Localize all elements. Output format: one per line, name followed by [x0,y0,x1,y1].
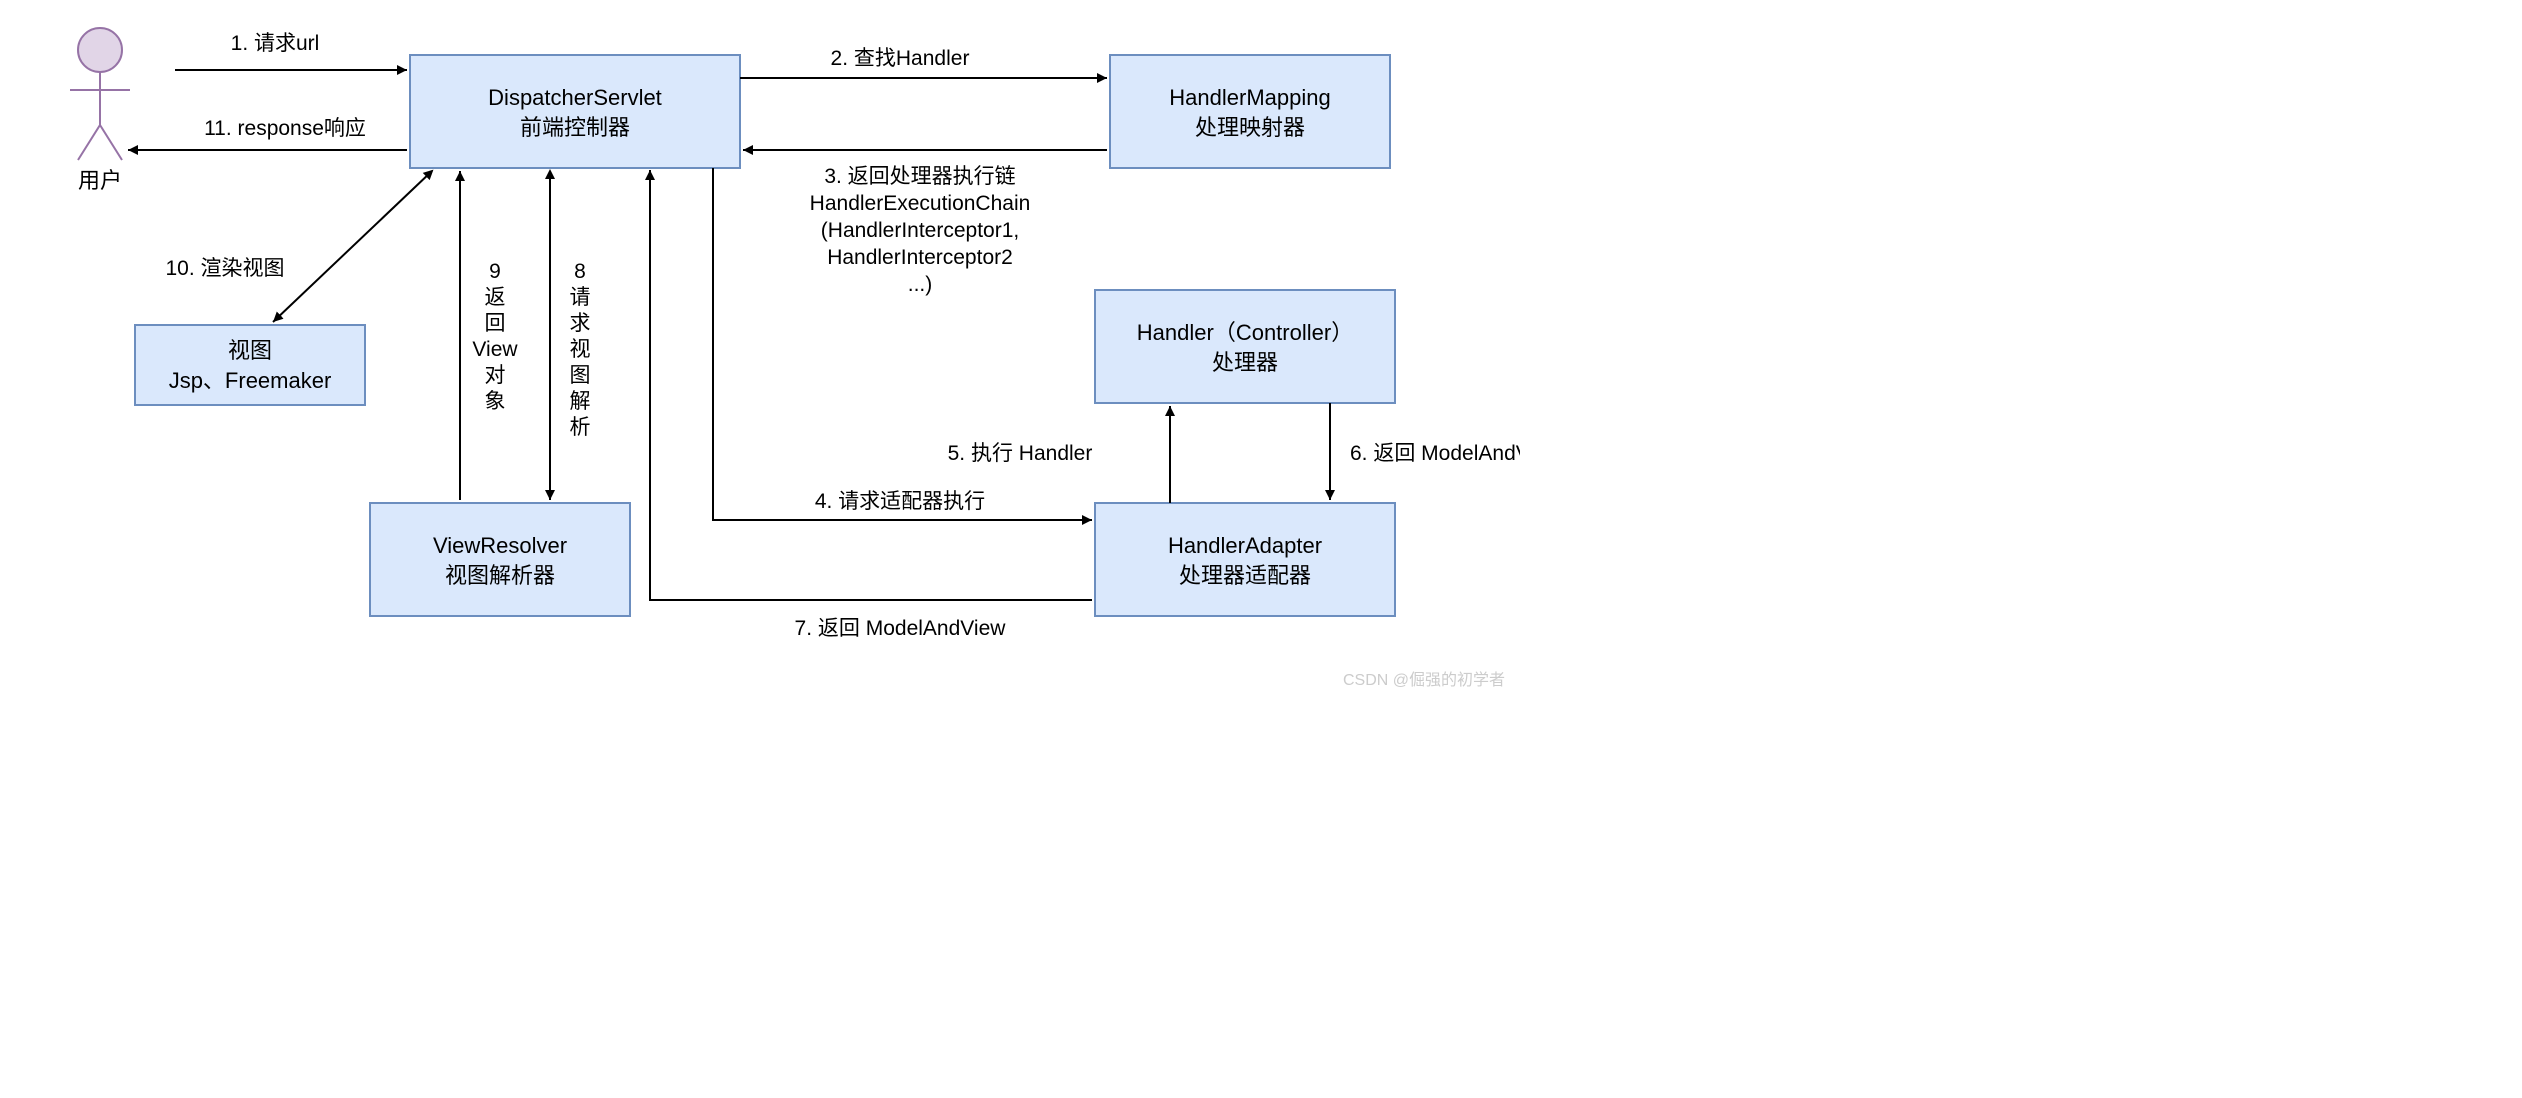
edge-3-l4: HandlerInterceptor2 [827,246,1013,269]
edge-9-c2: 返 [485,286,506,309]
dispatcher-line1: DispatcherServlet [488,85,662,110]
edge-2-label: 2. 查找Handler [831,47,970,70]
edge-8-c1: 8 [574,260,586,283]
node-user: 用户 [70,28,130,193]
edge-3-l5: ...) [908,273,933,296]
edge-10-label: 10. 渲染视图 [165,257,284,280]
handler-mapping-line1: HandlerMapping [1169,85,1330,110]
edge-1-label: 1. 请求url [231,32,320,55]
edge-9-c3: 回 [485,312,506,335]
edge-7-label: 7. 返回 ModelAndView [795,617,1007,640]
view-line1: 视图 [228,338,272,363]
edge-8-c4: 视 [570,338,591,361]
handler-adapter-line2: 处理器适配器 [1179,563,1311,588]
handler-line2: 处理器 [1212,350,1278,375]
edge-6-label: 6. 返回 ModelAndView [1350,442,1520,465]
node-handler-adapter: HandlerAdapter 处理器适配器 [1095,503,1395,616]
edge-8-c6: 解 [570,390,591,413]
edge-8-c7: 析 [570,416,591,439]
node-dispatcher: DispatcherServlet 前端控制器 [410,55,740,168]
view-line2: Jsp、Freemaker [169,368,332,393]
edge-9-c6: 象 [485,390,506,413]
user-label: 用户 [78,168,122,193]
handler-line1: Handler（Controller） [1137,320,1353,345]
edge-5-label: 5. 执行 Handler [948,442,1093,465]
edge-9-c4: View [472,338,518,361]
edge-8-c5: 图 [570,364,591,387]
edge-9-c1: 9 [489,260,501,283]
view-resolver-line1: ViewResolver [433,533,567,558]
edge-9-c5: 对 [485,364,506,387]
edge-3-l2: HandlerExecutionChain [810,192,1031,215]
handler-adapter-line1: HandlerAdapter [1168,533,1322,558]
edge-8-c3: 求 [570,312,591,335]
edge-3-l1: 3. 返回处理器执行链 [824,165,1015,188]
node-view: 视图 Jsp、Freemaker [135,325,365,405]
edge-11-label: 11. response响应 [204,117,366,140]
node-view-resolver: ViewResolver 视图解析器 [370,503,630,616]
handler-mapping-line2: 处理映射器 [1195,115,1305,140]
dispatcher-line2: 前端控制器 [520,115,630,140]
edge-4-label: 4. 请求适配器执行 [815,490,985,513]
node-handler-mapping: HandlerMapping 处理映射器 [1110,55,1390,168]
footer-text: CSDN @倔强的初学者 [1343,671,1505,689]
edge-3-l3: (HandlerInterceptor1, [821,219,1019,242]
edge-10 [273,171,432,322]
edge-8-c2: 请 [570,286,591,309]
view-resolver-line2: 视图解析器 [445,563,555,588]
node-handler: Handler（Controller） 处理器 [1095,290,1395,403]
